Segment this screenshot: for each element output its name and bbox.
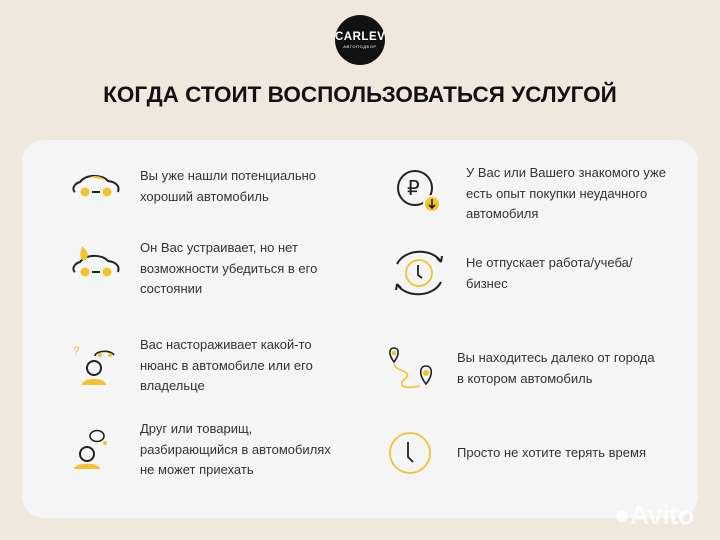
avito-watermark: ●Avito	[614, 500, 694, 530]
car-icon	[72, 174, 120, 197]
clock-icon	[389, 432, 431, 474]
page-title: КОГДА СТОИТ ВОСПОЛЬЗОВАТЬСЯ УСЛУГОЙ	[103, 82, 617, 107]
person-speech-icon	[74, 429, 107, 469]
content-card	[22, 140, 698, 518]
svg-text:₽: ₽	[407, 176, 420, 200]
car-fire-icon	[72, 246, 120, 277]
ruble-down-icon: ₽	[397, 170, 441, 213]
reason-save-time: Просто не хотите терять время	[457, 445, 646, 460]
reason-found-car: Вы уже нашли потенциально хороший автомо…	[140, 168, 317, 204]
reason-no-inspection: Он Вас устраивает, но нет возможности уб…	[140, 240, 318, 296]
avito-dots-icon: ●	[614, 500, 630, 530]
logo-sub: АВТОПОДБОР	[343, 44, 377, 49]
reason-suspicious-nuance: Вас настораживает какой-то нюанс в автом…	[140, 337, 313, 393]
carlev-logo: CARLEV АВТОПОДБОР	[335, 15, 385, 65]
reason-bad-experience: У Вас или Вашего знакомого уже есть опыт…	[466, 165, 666, 221]
route-pins-icon	[389, 347, 433, 389]
person-question-car-icon: ?	[73, 344, 115, 385]
svg-text:?: ?	[73, 344, 80, 358]
logo-name: CARLEV	[335, 31, 386, 43]
reason-busy: Не отпускает работа/учеба/ бизнес	[466, 255, 633, 291]
reason-friend-unavailable: Друг или товарищ, разбирающийся в автомо…	[140, 421, 331, 477]
reason-far-away: Вы находитесь далеко от города в котором…	[457, 350, 655, 386]
clock-cycle-icon	[395, 250, 443, 296]
